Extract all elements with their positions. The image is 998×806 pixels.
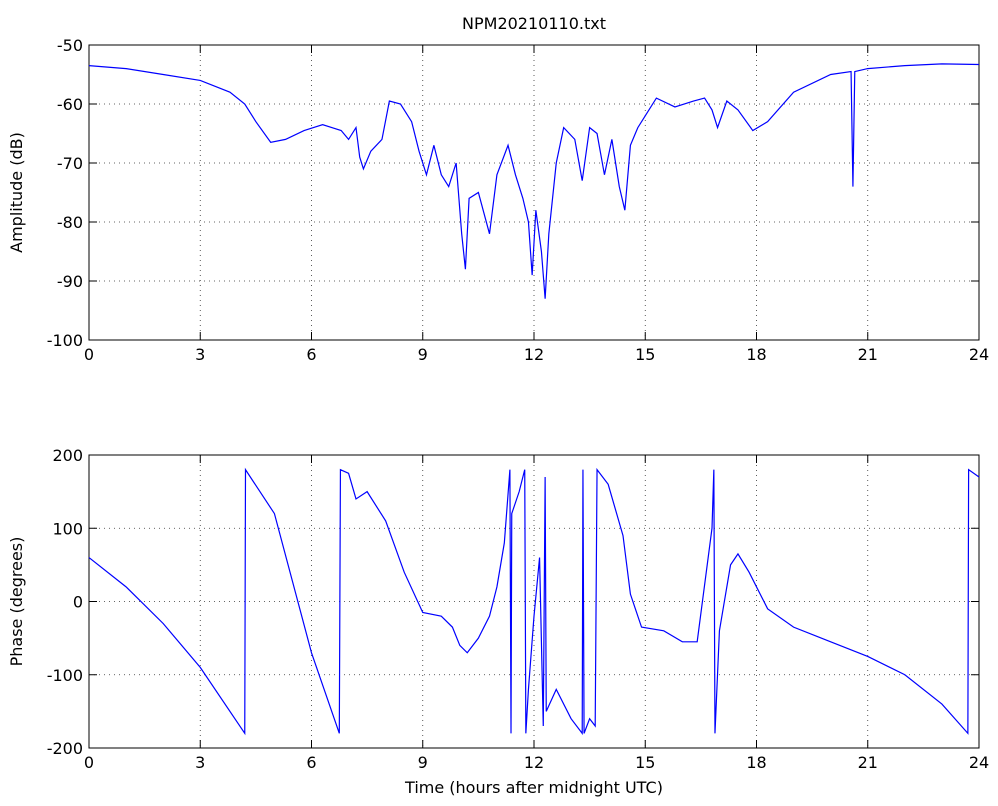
x-tick-label: 9 bbox=[418, 753, 428, 772]
x-tick-label: 15 bbox=[635, 753, 655, 772]
x-tick-label: 18 bbox=[746, 345, 766, 364]
x-tick-label: 24 bbox=[969, 345, 989, 364]
y-axis-label: Phase (degrees) bbox=[7, 537, 26, 667]
x-tick-label: 21 bbox=[858, 345, 878, 364]
x-tick-label: 12 bbox=[524, 753, 544, 772]
y-tick-label: 0 bbox=[73, 593, 83, 612]
x-axis-label: Time (hours after midnight UTC) bbox=[404, 778, 663, 797]
x-tick-label: 15 bbox=[635, 345, 655, 364]
axes-frame bbox=[88, 454, 980, 749]
x-tick-label: 18 bbox=[746, 753, 766, 772]
x-tick-label: 24 bbox=[969, 753, 989, 772]
data-line bbox=[88, 467, 980, 736]
y-tick-label: -50 bbox=[57, 36, 83, 55]
x-tick-label: 3 bbox=[195, 345, 205, 364]
y-axis-label: Amplitude (dB) bbox=[7, 132, 26, 253]
y-tick-label: -90 bbox=[57, 272, 83, 291]
y-tick-label: -200 bbox=[47, 739, 83, 758]
x-tick-label: 21 bbox=[858, 753, 878, 772]
chart-title: NPM20210110.txt bbox=[462, 14, 606, 33]
x-tick-label: 12 bbox=[524, 345, 544, 364]
x-tick-label: 6 bbox=[306, 753, 316, 772]
x-tick-label: 0 bbox=[84, 345, 94, 364]
y-tick-label: -100 bbox=[47, 331, 83, 350]
y-tick-label: -70 bbox=[57, 154, 83, 173]
x-tick-label: 0 bbox=[84, 753, 94, 772]
y-tick-label: -60 bbox=[57, 95, 83, 114]
x-tick-label: 3 bbox=[195, 753, 205, 772]
x-tick-label: 9 bbox=[418, 345, 428, 364]
y-tick-label: 200 bbox=[52, 446, 83, 465]
y-tick-label: -80 bbox=[57, 213, 83, 232]
x-tick-label: 6 bbox=[306, 345, 316, 364]
data-line bbox=[88, 63, 980, 299]
y-tick-label: 100 bbox=[52, 519, 83, 538]
y-tick-label: -100 bbox=[47, 666, 83, 685]
axes-frame bbox=[88, 44, 980, 341]
